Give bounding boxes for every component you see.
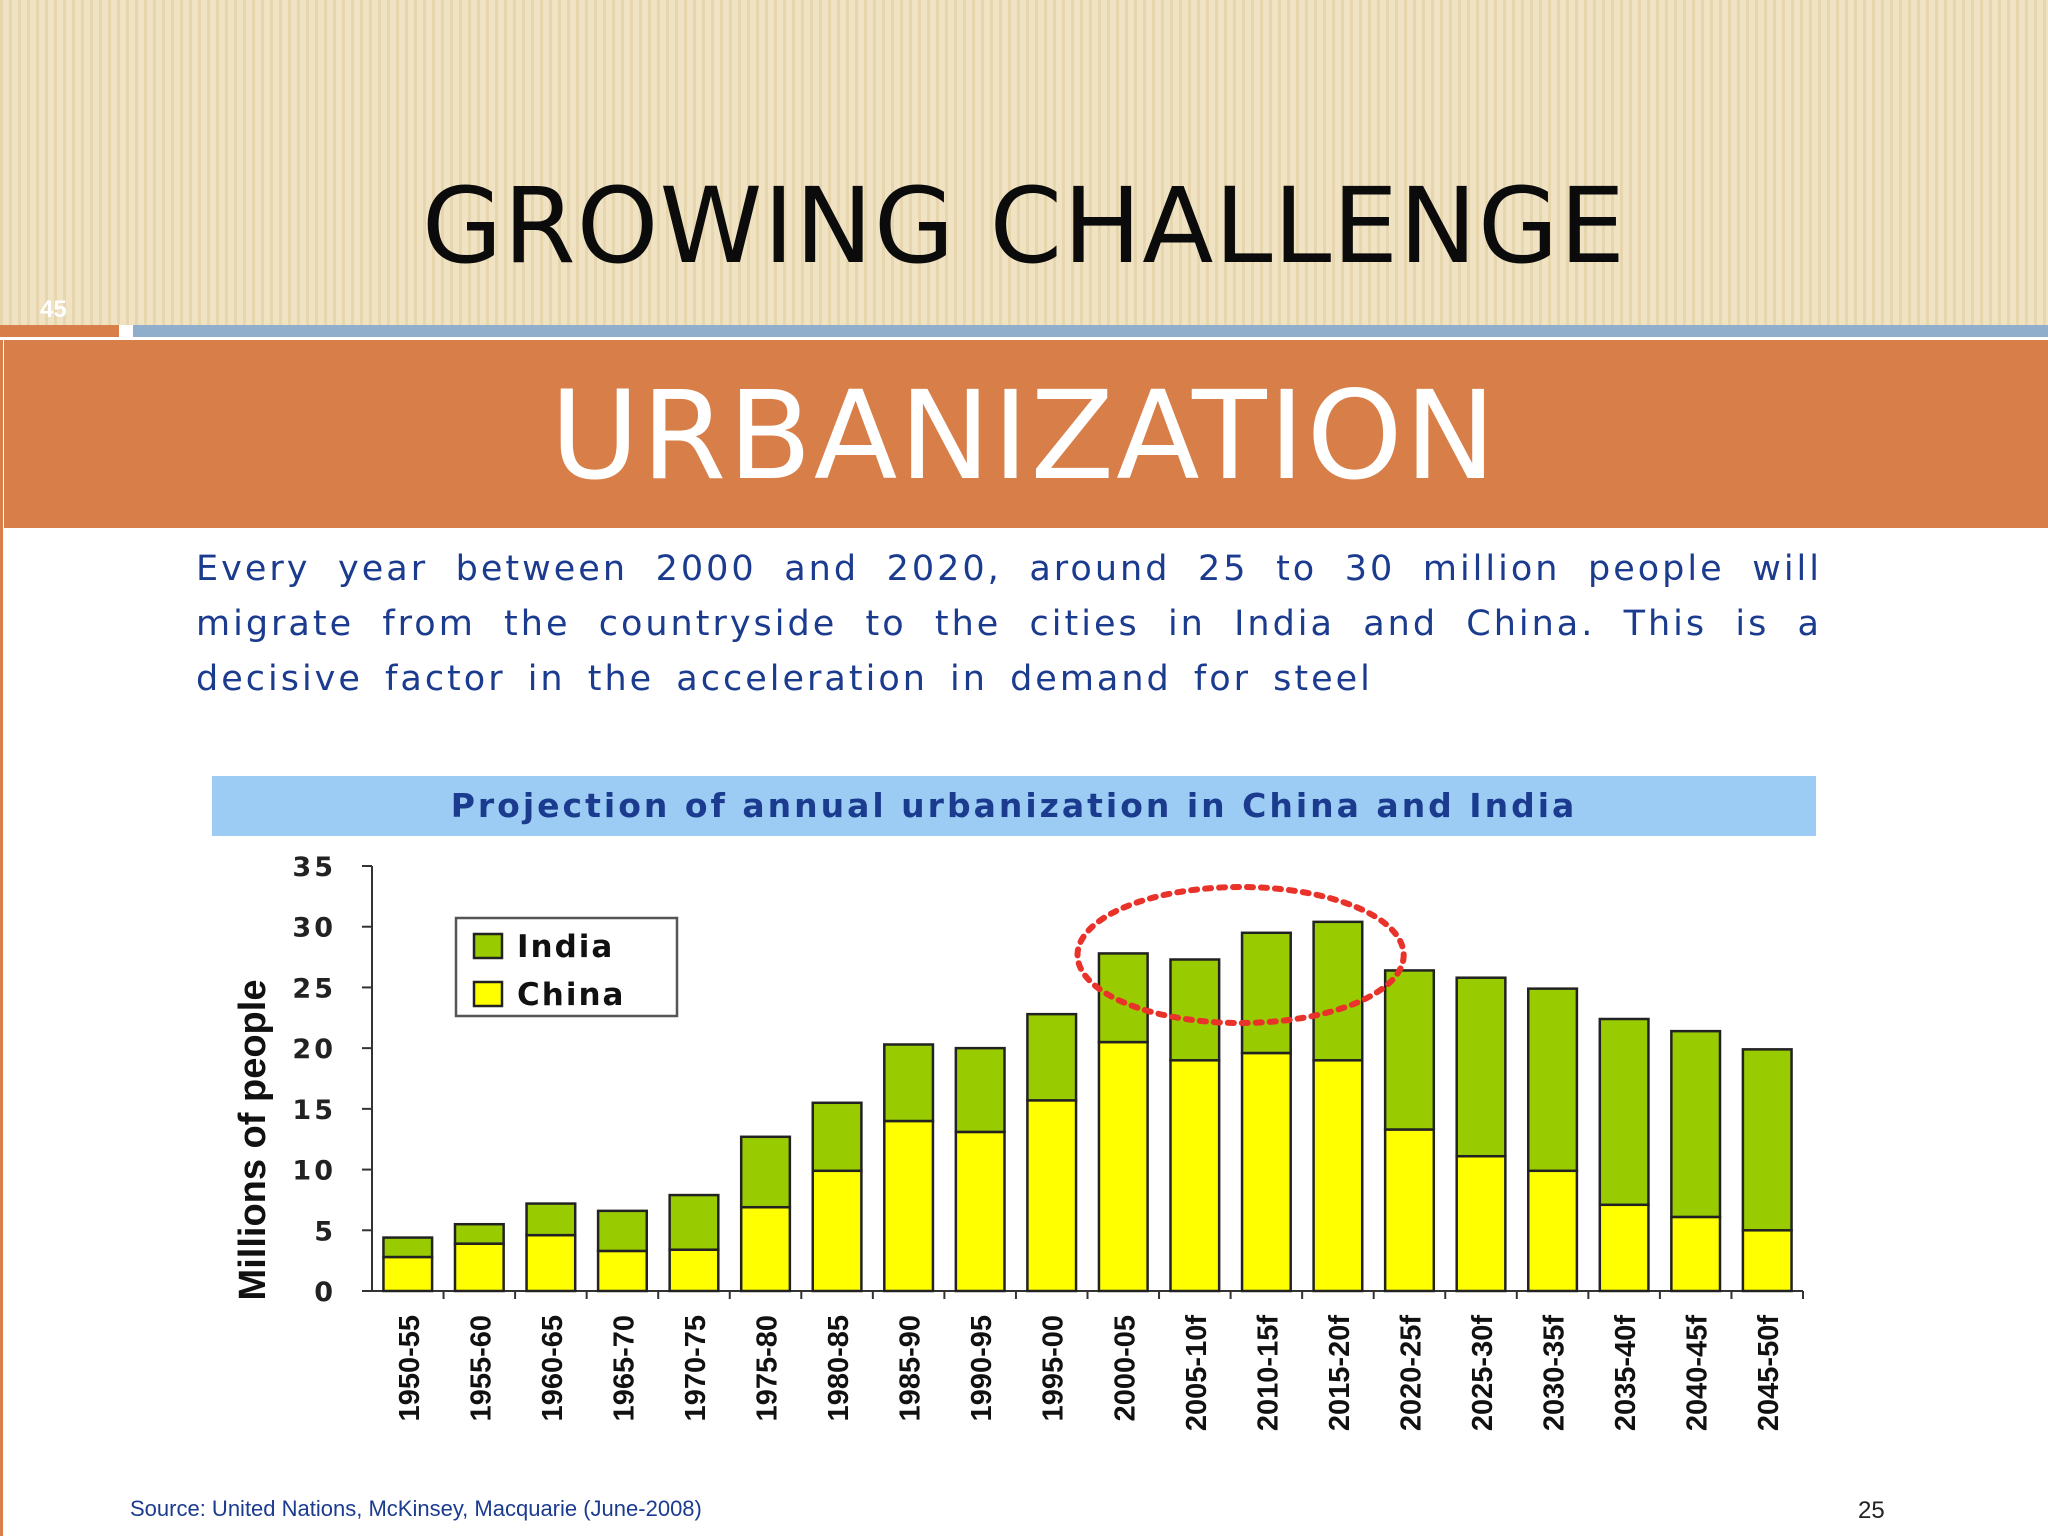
x-tick-label: 1955-60 [465,1315,497,1421]
bar-india [1741,1048,1793,1232]
accent-rule-gap [119,325,133,337]
bar-china [1455,1154,1507,1293]
highlight-ellipse [1074,884,1407,1026]
y-tick-label: 0 [314,1277,336,1308]
bar-china [811,1169,863,1293]
chart-title: Projection of annual urbanization in Chi… [450,786,1578,825]
bar-china [954,1130,1006,1293]
page-number: 25 [1858,1497,1885,1524]
x-tick-label: 2020-25f [1395,1315,1427,1431]
bar-china [739,1205,792,1293]
bar-india [382,1236,434,1259]
bar-india [1598,1017,1650,1207]
y-axis-label: Millions of people [232,980,274,1301]
bar-india [1383,969,1436,1131]
source-note: Source: United Nations, McKinsey, Macqua… [130,1496,702,1521]
y-tick-label: 20 [292,1034,336,1065]
bar-china [525,1233,577,1293]
x-tick-label: 2010-15f [1252,1315,1284,1431]
y-tick-label: 5 [314,1216,336,1247]
x-tick-label: 1995-00 [1038,1315,1070,1421]
bar-china [883,1119,935,1293]
bar-india [1240,931,1292,1055]
bar-india [1026,1012,1078,1102]
y-tick-label: 25 [292,973,336,1004]
x-tick-label: 1970-75 [680,1315,712,1421]
legend-swatch-india [472,932,504,960]
bar-india [1526,987,1579,1173]
legend-label-india: India [517,929,614,965]
chart-title-bar [212,776,1816,836]
accent-rule-orange [0,325,119,337]
y-tick-label: 15 [292,1095,336,1126]
accent-rule-blue [133,325,2048,337]
x-tick-label: 2015-20f [1324,1315,1356,1431]
slide-number: 45 [40,296,67,323]
bar-china [1240,1051,1292,1293]
bar-india [1455,976,1507,1158]
bar-china [453,1242,505,1293]
bar-india [1670,1029,1722,1219]
x-tick-label: 1980-85 [823,1315,855,1421]
bar-china [382,1255,434,1293]
bar-india [1312,920,1364,1062]
x-tick-label: 1975-80 [752,1315,784,1421]
x-tick-label: 2045-50f [1753,1315,1785,1431]
bar-china [1741,1229,1793,1293]
bar-china [1598,1203,1650,1293]
slide-header [0,0,2048,325]
left-border [0,340,3,1536]
x-tick-label: 1965-70 [608,1315,640,1421]
x-tick-label: 2035-40f [1610,1315,1642,1431]
bar-india [739,1135,792,1209]
legend-label-china: China [517,977,625,1013]
bar-india [668,1193,720,1251]
bar-india [525,1202,577,1237]
bar-india [1097,952,1149,1044]
bar-china [1097,1040,1149,1293]
x-tick-label: 2030-35f [1539,1315,1571,1431]
legend-swatch-china [472,980,504,1008]
banner [4,340,2048,528]
bar-china [1026,1099,1078,1293]
x-tick-label: 2005-10f [1181,1315,1213,1431]
bar-india [811,1101,863,1173]
x-tick-label: 2000-05 [1109,1315,1141,1421]
slide-title: GROWING CHALLENGE [421,165,1627,287]
bar-china [668,1248,720,1293]
bar-india [954,1046,1006,1134]
bar-india [596,1209,649,1253]
bar-china [596,1249,649,1293]
x-tick-label: 1985-90 [895,1315,927,1421]
y-tick-label: 30 [292,913,336,944]
bar-china [1526,1169,1579,1293]
bar-india [883,1043,935,1123]
bar-china [1169,1059,1221,1293]
x-tick-label: 1950-55 [394,1315,426,1421]
x-tick-label: 2025-30f [1467,1315,1499,1431]
bar-india [453,1222,505,1245]
banner-title: URBANIZATION [550,365,1498,507]
bar-china [1312,1059,1364,1293]
bar-india [1169,958,1221,1062]
x-tick-label: 1960-65 [537,1315,569,1421]
y-tick-label: 10 [292,1156,336,1187]
intro-paragraph: Every year between 2000 and 2020, around… [196,549,1822,699]
x-tick-label: 2040-45f [1682,1315,1714,1431]
bar-china [1670,1215,1722,1293]
x-tick-label: 1990-95 [966,1315,998,1421]
y-tick-label: 35 [292,852,336,883]
bar-china [1383,1128,1436,1293]
